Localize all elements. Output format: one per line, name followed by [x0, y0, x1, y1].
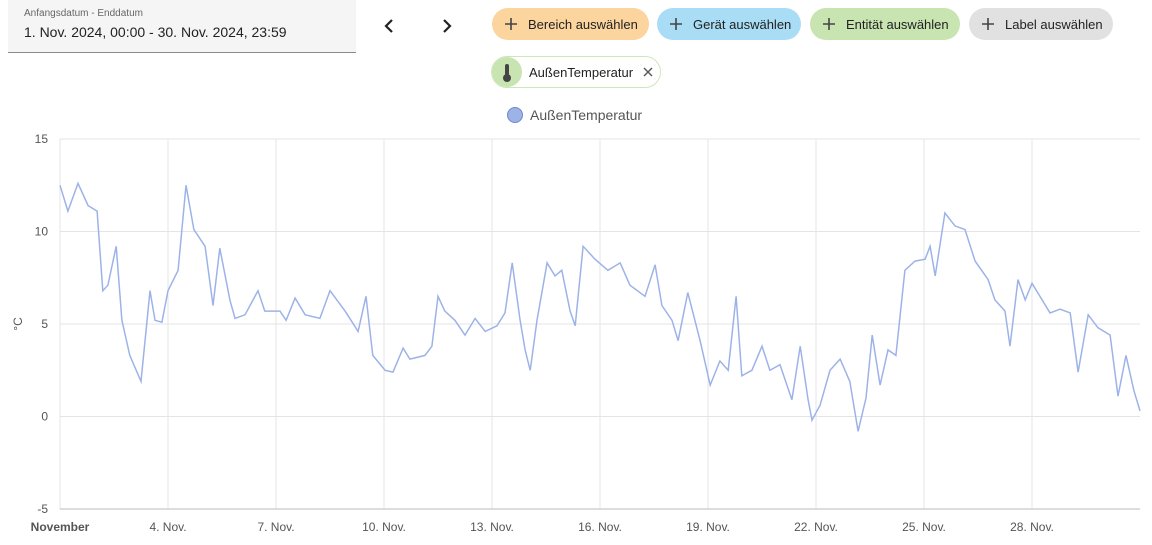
plus-icon: [670, 18, 682, 30]
area-button[interactable]: Bereich auswählen: [492, 8, 649, 40]
y-tick-label: 15: [35, 132, 49, 146]
plus-icon: [823, 18, 835, 30]
picker-value: 1. Nov. 2024, 00:00 - 30. Nov. 2024, 23:…: [24, 24, 287, 40]
x-tick-label: 7. Nov.: [257, 520, 294, 534]
previous-button[interactable]: [377, 14, 401, 38]
button-label: Gerät auswählen: [693, 16, 792, 32]
label-button[interactable]: Label auswählen: [969, 8, 1113, 40]
entity-chip[interactable]: AußenTemperatur: [491, 56, 661, 88]
y-tick-label: 5: [41, 317, 48, 331]
remove-icon[interactable]: [642, 66, 654, 78]
legend-label: AußenTemperatur: [530, 107, 642, 123]
y-tick-label: 0: [41, 410, 48, 424]
thermometer-icon: [492, 57, 522, 87]
chart: -5 0 5 10 15 November 4. Nov. 7. Nov. 10. Nov. 13…: [11, 107, 1141, 534]
entity-button[interactable]: Entität auswählen: [810, 8, 960, 40]
next-button[interactable]: [435, 14, 459, 38]
y-axis-label: °C: [11, 317, 25, 331]
button-label: Entität auswählen: [846, 16, 949, 32]
plus-icon: [505, 18, 517, 30]
data-line: [59, 181, 1141, 432]
picker-label: Anfangsdatum - Enddatum: [24, 8, 143, 19]
x-tick-label: 13. Nov.: [470, 520, 514, 534]
button-label: Label auswählen: [1005, 16, 1103, 32]
x-tick-label: 10. Nov.: [362, 520, 406, 534]
legend-marker: [507, 107, 523, 123]
x-tick-label: 25. Nov.: [902, 520, 946, 534]
x-tick-label: 22. Nov.: [794, 520, 838, 534]
x-tick-label: 4. Nov.: [149, 520, 186, 534]
plus-icon: [982, 18, 994, 30]
x-tick-label: November: [31, 520, 90, 534]
y-tick-label: -5: [37, 502, 48, 516]
button-label: Bereich auswählen: [528, 16, 638, 32]
x-tick-label: 16. Nov.: [578, 520, 622, 534]
chip-label: AußenTemperatur: [529, 65, 634, 80]
x-tick-label: 19. Nov.: [686, 520, 730, 534]
x-tick-label: 28. Nov.: [1010, 520, 1054, 534]
date-range-picker[interactable]: Anfangsdatum - Enddatum 1. Nov. 2024, 00…: [8, 0, 356, 53]
y-tick-label: 10: [35, 225, 49, 239]
device-button[interactable]: Gerät auswählen: [657, 8, 801, 40]
